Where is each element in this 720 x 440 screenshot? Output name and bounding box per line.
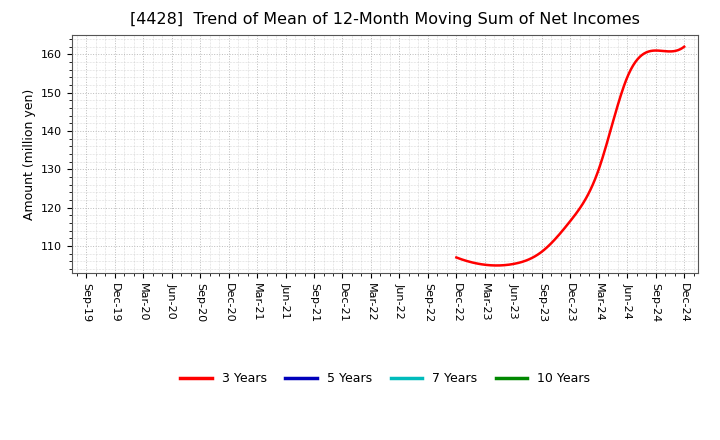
Title: [4428]  Trend of Mean of 12-Month Moving Sum of Net Incomes: [4428] Trend of Mean of 12-Month Moving … <box>130 12 640 27</box>
Legend: 3 Years, 5 Years, 7 Years, 10 Years: 3 Years, 5 Years, 7 Years, 10 Years <box>176 367 595 390</box>
Y-axis label: Amount (million yen): Amount (million yen) <box>22 88 35 220</box>
